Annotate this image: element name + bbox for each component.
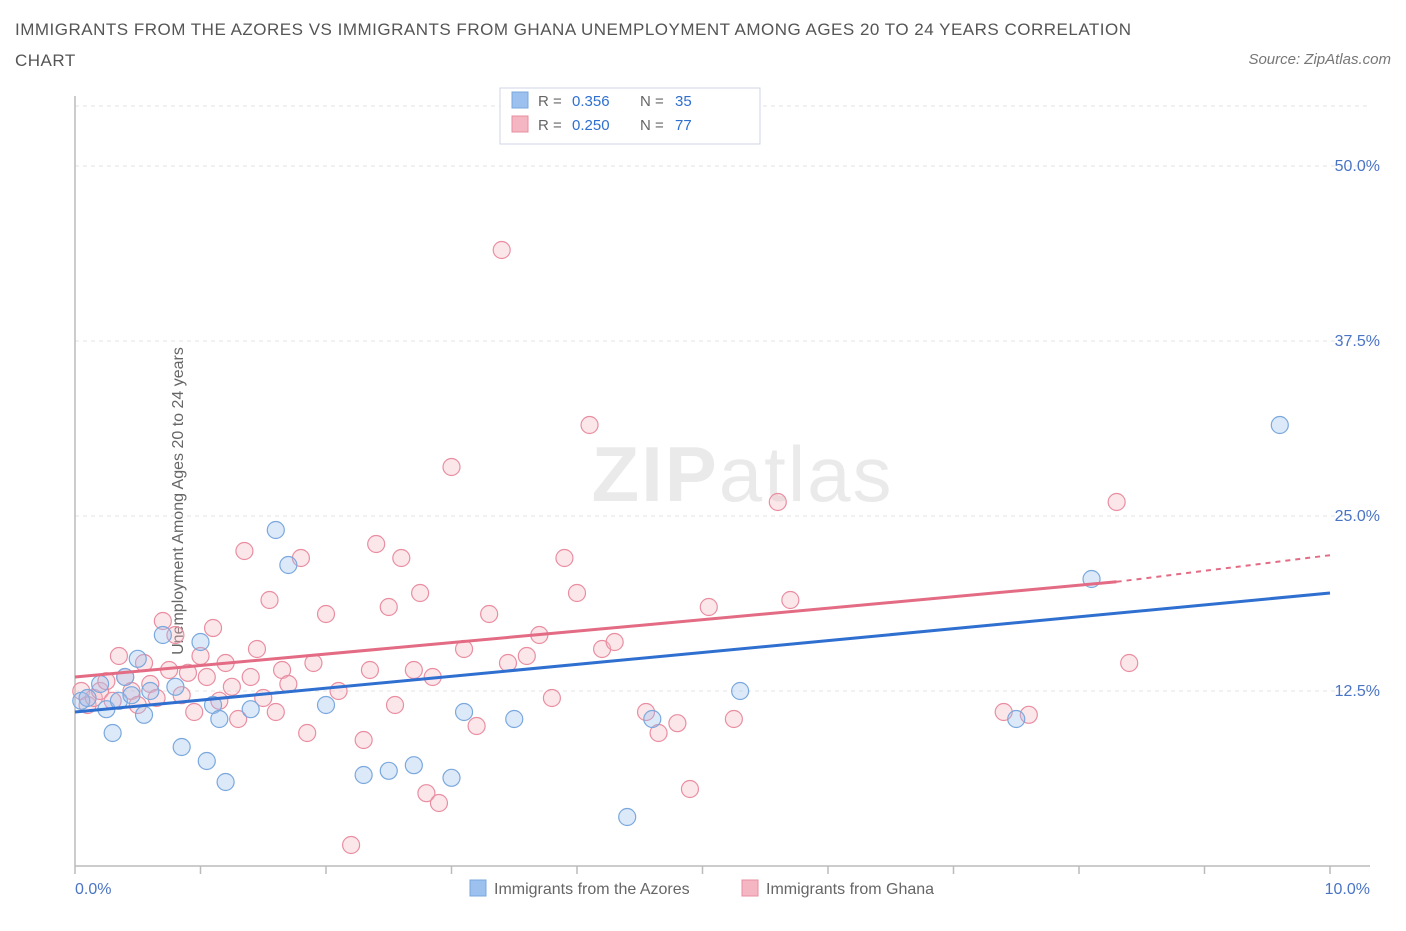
point-ghana	[267, 704, 284, 721]
source-attribution: Source: ZipAtlas.com	[1248, 51, 1391, 68]
point-azores	[242, 701, 259, 718]
point-ghana	[543, 690, 560, 707]
legend-r-label: R =	[538, 117, 562, 134]
point-azores	[104, 725, 121, 742]
legend-swatch	[470, 880, 486, 896]
point-azores	[123, 687, 140, 704]
point-ghana	[261, 592, 278, 609]
point-ghana	[493, 242, 510, 259]
point-ghana	[443, 459, 460, 476]
point-ghana	[380, 599, 397, 616]
point-azores	[173, 739, 190, 756]
point-azores	[405, 757, 422, 774]
point-ghana	[248, 641, 265, 658]
point-ghana	[361, 662, 378, 679]
legend-series-label: Immigrants from Ghana	[766, 881, 934, 898]
point-ghana	[343, 837, 360, 854]
point-ghana	[318, 606, 335, 623]
point-ghana	[198, 669, 215, 686]
point-ghana	[412, 585, 429, 602]
legend-n-value: 77	[675, 117, 692, 134]
point-azores	[280, 557, 297, 574]
point-ghana	[205, 620, 222, 637]
point-ghana	[368, 536, 385, 553]
point-azores	[142, 683, 159, 700]
legend-r-value: 0.250	[572, 117, 610, 134]
point-ghana	[518, 648, 535, 665]
x-tick-label: 10.0%	[1325, 881, 1370, 898]
point-azores	[129, 650, 146, 667]
trendline-ghana-extrapolated	[1117, 555, 1330, 582]
point-ghana	[556, 550, 573, 567]
point-ghana	[387, 697, 404, 714]
point-ghana	[606, 634, 623, 651]
legend-n-value: 35	[675, 93, 692, 110]
legend-swatch	[512, 116, 528, 132]
point-ghana	[405, 662, 422, 679]
point-ghana	[569, 585, 586, 602]
legend-r-label: R =	[538, 93, 562, 110]
point-azores	[267, 522, 284, 539]
point-ghana	[393, 550, 410, 567]
y-tick-label: 12.5%	[1335, 683, 1380, 700]
point-azores	[456, 704, 473, 721]
point-azores	[211, 711, 228, 728]
point-ghana	[430, 795, 447, 812]
point-ghana	[186, 704, 203, 721]
point-azores	[136, 706, 153, 723]
y-tick-label: 37.5%	[1335, 333, 1380, 350]
chart-container: IMMIGRANTS FROM THE AZORES VS IMMIGRANTS…	[15, 15, 1391, 916]
point-ghana	[1108, 494, 1125, 511]
point-azores	[380, 762, 397, 779]
point-azores	[644, 711, 661, 728]
y-tick-label: 25.0%	[1335, 508, 1380, 525]
point-ghana	[681, 781, 698, 798]
point-azores	[92, 676, 109, 693]
point-ghana	[700, 599, 717, 616]
legend-r-value: 0.356	[572, 93, 610, 110]
point-azores	[355, 767, 372, 784]
legend-n-label: N =	[640, 93, 664, 110]
x-tick-label: 0.0%	[75, 881, 111, 898]
point-azores	[619, 809, 636, 826]
plot-area: Unemployment Among Ages 20 to 24 years 1…	[15, 86, 1391, 916]
point-azores	[1008, 711, 1025, 728]
point-ghana	[355, 732, 372, 749]
point-azores	[732, 683, 749, 700]
point-ghana	[223, 678, 240, 695]
point-azores	[318, 697, 335, 714]
point-ghana	[236, 543, 253, 560]
legend-swatch	[742, 880, 758, 896]
point-ghana	[1121, 655, 1138, 672]
point-azores	[154, 627, 171, 644]
point-azores	[192, 634, 209, 651]
point-ghana	[782, 592, 799, 609]
scatter-plot-svg: 12.5% 25.0% 37.5% 50.0% ZIPatlas 0.0% 10.0% R =…	[70, 86, 1385, 916]
point-azores	[506, 711, 523, 728]
legend-swatch	[512, 92, 528, 108]
point-azores	[1271, 417, 1288, 434]
watermark: ZIPatlas	[591, 430, 893, 518]
point-ghana	[581, 417, 598, 434]
point-azores	[217, 774, 234, 791]
point-ghana	[669, 715, 686, 732]
legend-n-label: N =	[640, 117, 664, 134]
point-ghana	[299, 725, 316, 742]
point-azores	[198, 753, 215, 770]
point-ghana	[110, 648, 127, 665]
point-azores	[443, 769, 460, 786]
point-ghana	[468, 718, 485, 735]
point-ghana	[242, 669, 259, 686]
point-azores	[79, 690, 96, 707]
point-ghana	[481, 606, 498, 623]
point-ghana	[769, 494, 786, 511]
chart-title: IMMIGRANTS FROM THE AZORES VS IMMIGRANTS…	[15, 15, 1145, 76]
point-azores	[167, 678, 184, 695]
y-tick-label: 50.0%	[1335, 158, 1380, 175]
legend-series-label: Immigrants from the Azores	[494, 881, 690, 898]
point-ghana	[725, 711, 742, 728]
